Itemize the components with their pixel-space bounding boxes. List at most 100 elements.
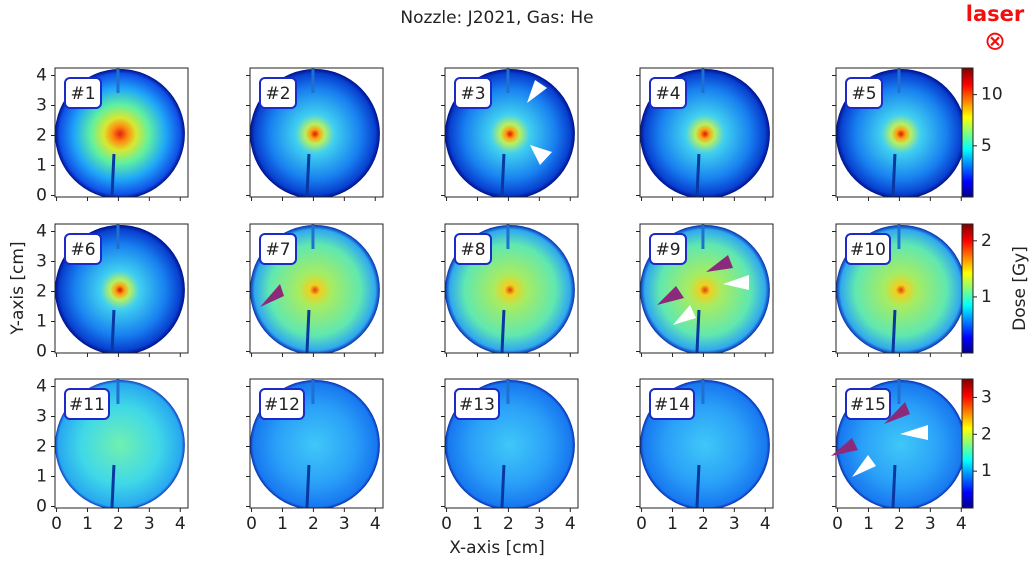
panel-label: #8 [460, 240, 485, 260]
colorbar-tick-label: 2 [981, 424, 992, 444]
axes-frame [639, 67, 774, 198]
x-tick-label: 1 [472, 514, 483, 534]
y-tick-label: 2 [36, 126, 47, 146]
title: Nozzle: J2021, Gas: He [400, 8, 593, 28]
x-tick-label: 4 [565, 514, 576, 534]
shadow-line [110, 153, 116, 197]
axes-frame [444, 67, 579, 198]
shadow-line [305, 464, 311, 508]
x-tick-label: 0 [246, 514, 257, 534]
shadow-line [500, 153, 506, 197]
y-tick-label: 3 [36, 407, 47, 427]
panel-label-box [259, 388, 305, 420]
axes-frame [249, 67, 384, 198]
panel: #8 [441, 223, 579, 357]
colorbar-label: Dose [Gy] [1010, 246, 1030, 331]
shadow-line [891, 464, 897, 508]
x-tick-label: 4 [175, 514, 186, 534]
colorbar [961, 67, 974, 198]
x-tick-label: 0 [636, 514, 647, 534]
panel-label-box [64, 388, 110, 420]
panel-label-box [454, 388, 500, 420]
shadow-line [500, 464, 506, 508]
axes-frame [54, 378, 189, 509]
x-tick-label: 0 [51, 514, 62, 534]
axes-frame [249, 378, 384, 509]
panel-label-box [649, 233, 687, 265]
x-tick-label: 1 [863, 514, 874, 534]
panel-label: #3 [460, 84, 485, 104]
colorbar [961, 223, 974, 354]
panel-label: #4 [655, 84, 680, 104]
y-tick-label: 4 [36, 222, 47, 242]
shadow-line [891, 153, 897, 197]
panel-label-box [454, 77, 492, 109]
panel-label: #9 [655, 240, 680, 260]
arrow [530, 145, 552, 165]
shadow-line [891, 309, 897, 353]
y-tick-label: 2 [36, 437, 47, 457]
panel-label: #10 [850, 240, 886, 260]
panel-label: #12 [264, 395, 300, 415]
panel: #7 [246, 223, 384, 357]
y-tick-label: 4 [36, 377, 47, 397]
y-tick-label: 4 [36, 66, 47, 86]
y-tick-label: 3 [36, 96, 47, 116]
x-tick-label: 3 [729, 514, 740, 534]
laser-symbol: ⊗ [984, 27, 1006, 57]
colorbar [961, 378, 974, 509]
colorbar-tick-label: 1 [981, 461, 992, 481]
panel: #5 [832, 67, 970, 201]
y-tick-label: 0 [36, 186, 47, 206]
panel: #1 0 1 2 3 4 [36, 66, 189, 206]
arrow-markers [260, 80, 928, 477]
x-tick-label: 3 [534, 514, 545, 534]
panel: #15 0 1 2 3 4 [832, 378, 970, 534]
axes-frame [444, 378, 579, 509]
x-tick-label: 1 [82, 514, 93, 534]
arrow [852, 455, 876, 477]
y-tick-label: 0 [36, 342, 47, 362]
laser-label: laser [966, 2, 1025, 26]
arrow [723, 275, 749, 290]
panel: #13 0 1 2 3 4 [441, 378, 579, 534]
x-tick-label: 4 [760, 514, 771, 534]
panel: #9 [636, 223, 774, 357]
panel-label: #13 [459, 395, 495, 415]
axes-frame [639, 223, 774, 354]
panel-label-box [845, 77, 883, 109]
y-tick-label: 1 [36, 467, 47, 487]
panel: #4 [636, 67, 774, 201]
panel-label: #6 [70, 240, 95, 260]
shadow-line [305, 153, 311, 197]
panel-label: #14 [654, 395, 690, 415]
arrow [884, 402, 910, 424]
x-tick-label: 4 [370, 514, 381, 534]
panel-label: #1 [70, 84, 95, 104]
y-tick-label: 1 [36, 156, 47, 176]
panel: #6 0 1 2 3 4 [36, 222, 189, 362]
x-tick-label: 3 [144, 514, 155, 534]
x-axis-label: X-axis [cm] [449, 538, 545, 558]
shadow-line [695, 464, 701, 508]
panel-label-box [649, 77, 687, 109]
arrow [657, 286, 684, 305]
panel: #14 0 1 2 3 4 [636, 378, 774, 534]
axes-frame [639, 378, 774, 509]
panel: #2 [246, 67, 384, 201]
shadow-line [110, 309, 116, 353]
x-tick-label: 3 [339, 514, 350, 534]
x-tick-label: 2 [308, 514, 319, 534]
panel-label: #7 [265, 240, 290, 260]
x-tick-label: 2 [894, 514, 905, 534]
panel-label-box [845, 233, 891, 265]
x-tick-label: 0 [832, 514, 843, 534]
x-tick-label: 2 [503, 514, 514, 534]
y-tick-label: 2 [36, 282, 47, 302]
panel-label: #11 [69, 395, 105, 415]
arrow [831, 438, 858, 456]
y-axis-label: Y-axis [cm] [8, 241, 28, 335]
